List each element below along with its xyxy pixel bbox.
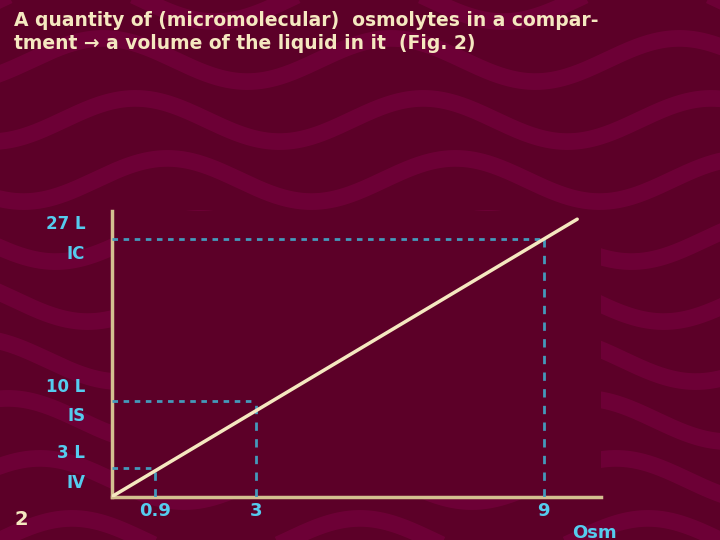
Text: IV: IV	[66, 474, 85, 492]
Text: 27 L: 27 L	[45, 215, 85, 233]
Text: 3 L: 3 L	[57, 444, 85, 462]
Text: 2: 2	[14, 510, 28, 529]
Text: Osm: Osm	[572, 523, 617, 540]
Text: A quantity of (micromolecular)  osmolytes in a compar-
tment → a volume of the l: A quantity of (micromolecular) osmolytes…	[14, 11, 599, 53]
Text: 10 L: 10 L	[46, 377, 85, 396]
Text: IC: IC	[67, 245, 85, 263]
Text: IS: IS	[67, 407, 85, 425]
